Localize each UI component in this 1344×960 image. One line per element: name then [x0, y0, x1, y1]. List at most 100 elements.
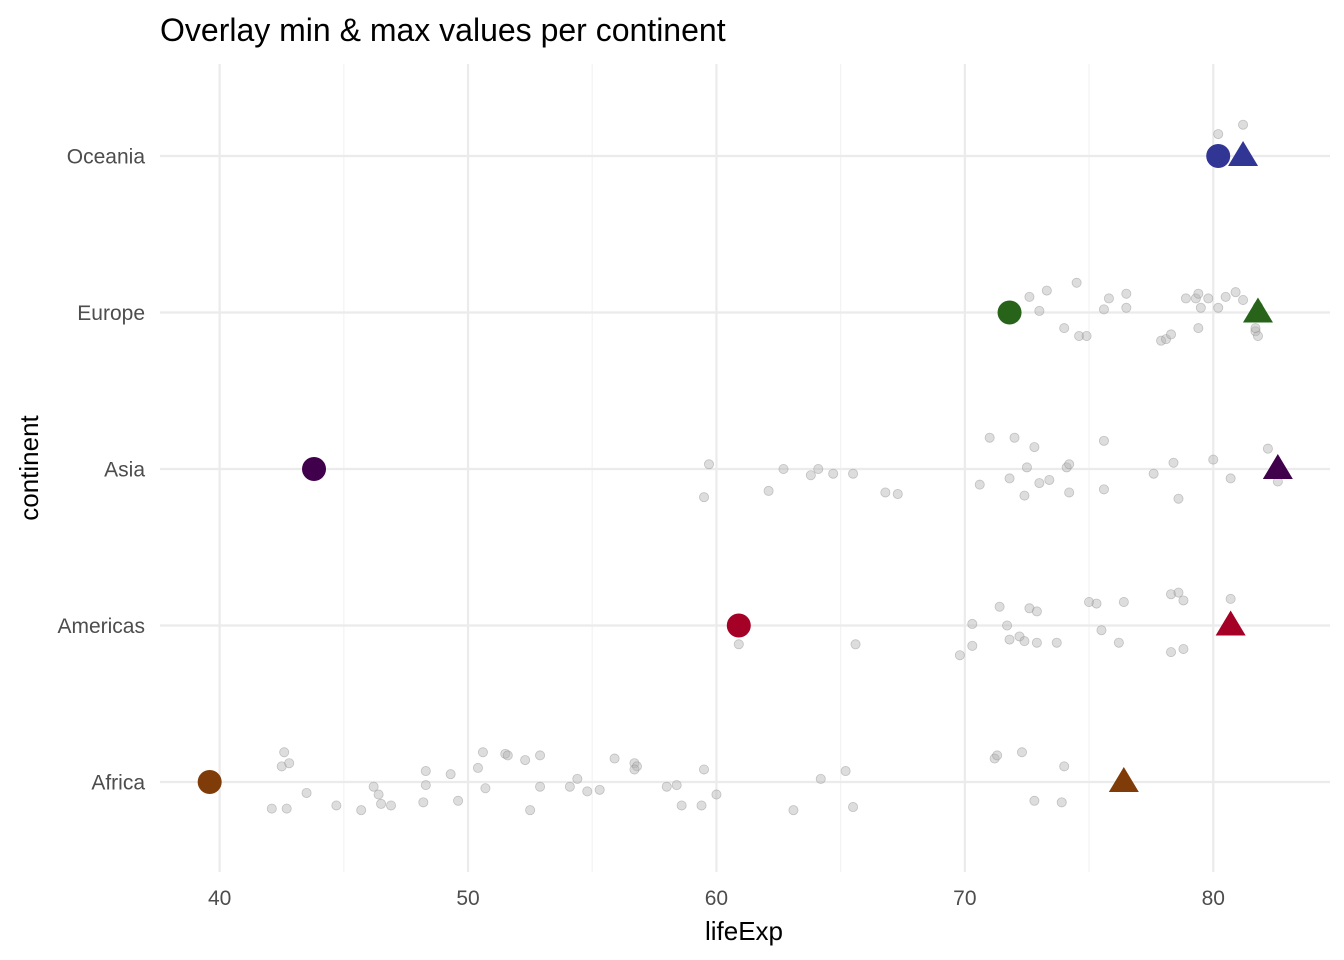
y-tick-label: Americas — [57, 615, 145, 638]
data-point — [266, 803, 277, 814]
data-point — [535, 750, 546, 761]
data-point — [880, 487, 891, 498]
min-marker — [997, 300, 1022, 325]
data-point — [1178, 595, 1189, 606]
max-marker — [1215, 610, 1246, 636]
grid-lines — [160, 64, 1330, 872]
data-point — [992, 750, 1003, 761]
data-point — [1166, 589, 1177, 600]
x-tick-label: 50 — [456, 887, 479, 910]
data-point — [1238, 119, 1249, 130]
data-point — [386, 800, 397, 811]
data-point — [1213, 302, 1224, 313]
data-point — [629, 758, 640, 769]
data-point — [1252, 330, 1263, 341]
data-point — [1103, 293, 1114, 304]
data-point — [805, 470, 816, 481]
data-point — [572, 773, 583, 784]
data-point — [1096, 625, 1107, 636]
max-marker — [1262, 454, 1293, 479]
data-point — [480, 783, 491, 794]
y-axis-title: continent — [14, 414, 44, 520]
data-point — [331, 800, 342, 811]
data-point — [1061, 462, 1072, 473]
data-point — [974, 479, 985, 490]
data-point — [1051, 637, 1062, 648]
data-point — [696, 800, 707, 811]
data-point — [472, 762, 483, 773]
data-point — [1193, 288, 1204, 299]
data-point — [1074, 330, 1085, 341]
min-marker — [726, 613, 751, 638]
data-point — [420, 766, 431, 777]
data-point — [1238, 294, 1249, 305]
data-point — [1173, 587, 1184, 598]
data-point — [892, 489, 903, 500]
min-marker — [197, 770, 222, 794]
y-tick-label: Europe — [77, 302, 145, 325]
data-point — [594, 784, 605, 795]
data-point — [1044, 474, 1055, 485]
data-point — [1009, 432, 1020, 443]
data-point — [1071, 277, 1082, 288]
data-point — [1250, 326, 1261, 337]
data-point — [778, 463, 789, 474]
data-point — [420, 780, 431, 791]
data-point — [1019, 490, 1030, 501]
data-point — [1190, 293, 1201, 304]
data-point — [671, 780, 682, 791]
y-tick-label: Oceania — [67, 146, 146, 169]
data-point — [676, 800, 687, 811]
data-point — [1064, 487, 1075, 498]
data-point — [368, 781, 379, 792]
data-point — [1016, 747, 1027, 758]
data-point — [281, 803, 292, 814]
data-point — [661, 781, 672, 792]
data-point — [1041, 285, 1052, 296]
data-point — [301, 787, 312, 798]
data-point — [1056, 797, 1067, 808]
data-point — [840, 766, 851, 777]
data-point — [1004, 634, 1015, 645]
data-point — [453, 795, 464, 806]
y-tick-label: Africa — [91, 772, 145, 795]
data-point — [1161, 334, 1172, 345]
data-point — [1166, 647, 1177, 658]
data-point — [994, 601, 1005, 612]
data-point — [1059, 323, 1070, 334]
data-point — [828, 468, 839, 479]
data-point — [1029, 442, 1040, 453]
data-point — [1031, 606, 1042, 617]
data-point — [1168, 457, 1179, 468]
data-point — [1195, 302, 1206, 313]
data-point — [967, 618, 978, 629]
data-point — [631, 761, 642, 772]
data-point — [582, 786, 593, 797]
x-tick-label: 60 — [705, 887, 728, 910]
data-point — [1208, 454, 1219, 465]
data-point — [629, 764, 640, 775]
data-point — [609, 753, 620, 764]
data-point — [373, 789, 384, 800]
data-point — [1118, 597, 1129, 608]
data-point — [1002, 620, 1013, 631]
data-point — [1203, 293, 1214, 304]
data-point — [1220, 291, 1231, 302]
data-point — [1113, 637, 1124, 648]
data-point — [1064, 459, 1075, 470]
data-point — [1156, 335, 1167, 346]
data-point — [1098, 435, 1109, 446]
data-point — [1230, 287, 1241, 298]
data-point — [1084, 597, 1095, 608]
data-point — [711, 789, 722, 800]
y-tick-label: Asia — [104, 459, 145, 482]
data-point — [520, 755, 531, 766]
data-point — [1250, 323, 1261, 334]
data-point — [1213, 129, 1224, 140]
data-point — [418, 797, 429, 808]
data-point — [445, 769, 456, 780]
data-point — [1004, 473, 1015, 484]
data-point — [989, 753, 1000, 764]
data-point — [848, 468, 859, 479]
